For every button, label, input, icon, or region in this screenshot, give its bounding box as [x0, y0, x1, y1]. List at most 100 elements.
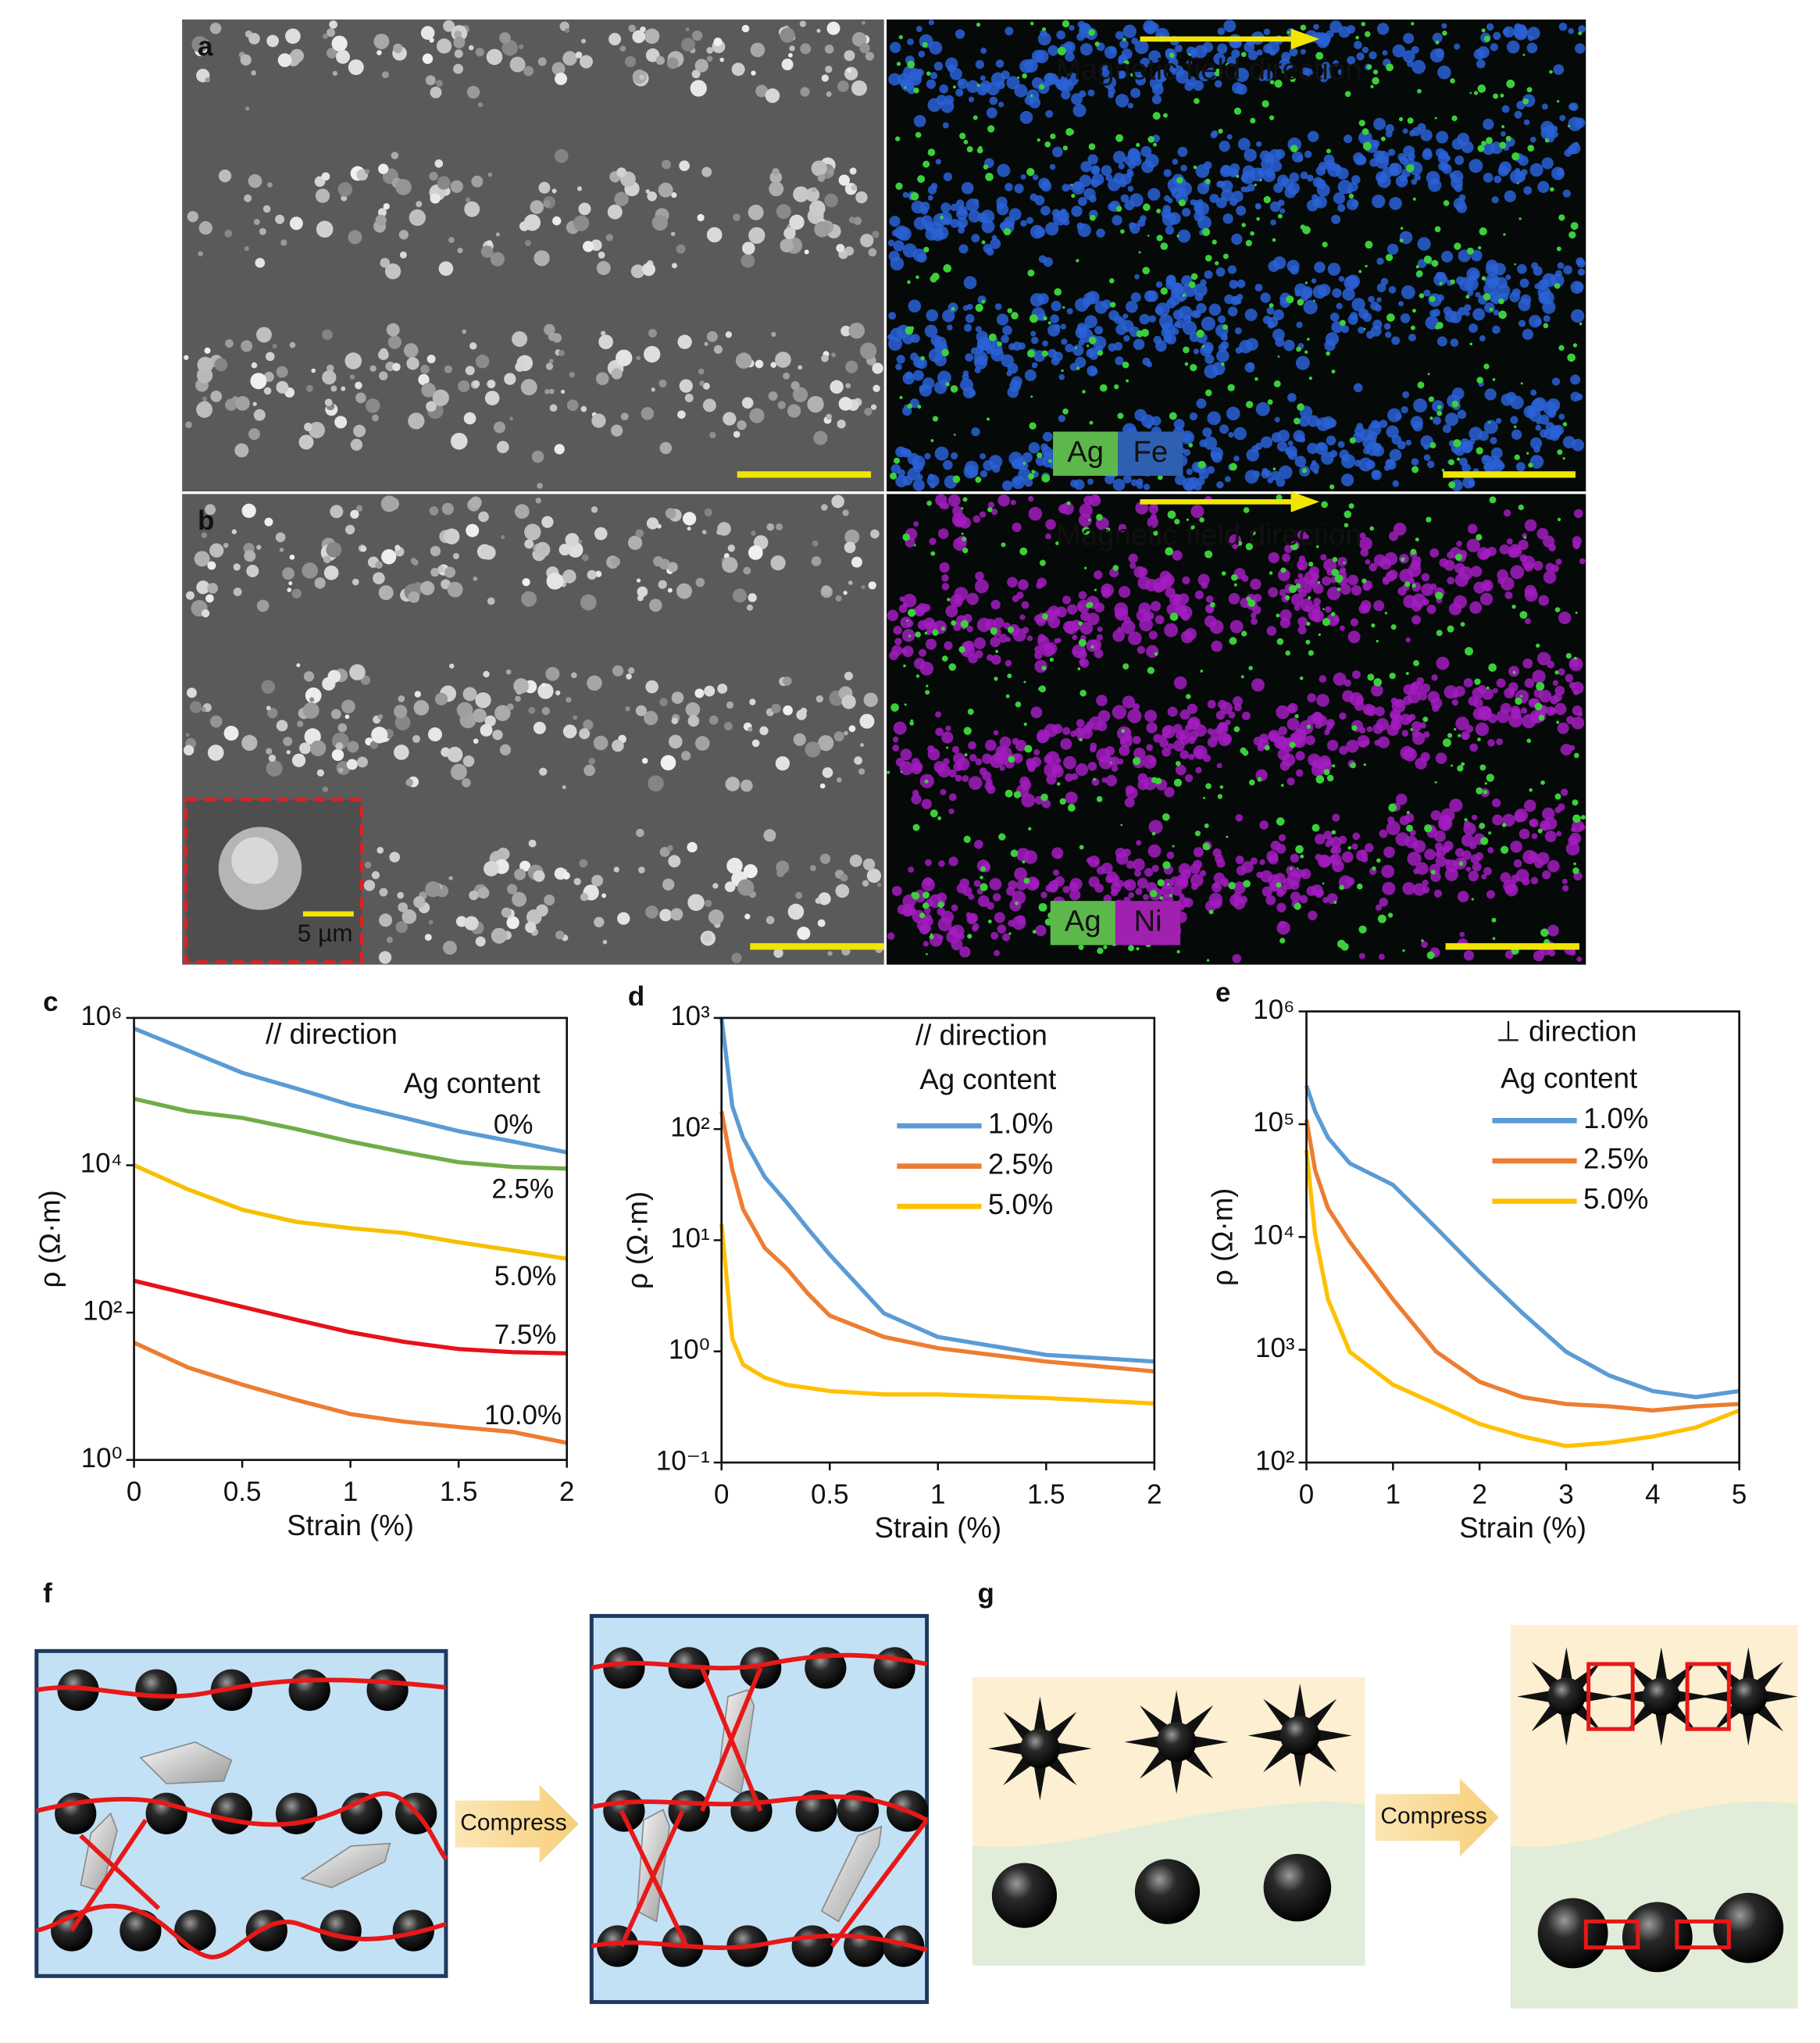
particle: [581, 38, 586, 44]
silver-signal: [1290, 76, 1296, 83]
silver-signal: [1233, 107, 1242, 115]
silver-signal: [1038, 902, 1047, 912]
particle: [365, 169, 370, 174]
silver-signal: [1194, 830, 1201, 837]
silver-signal: [1162, 861, 1171, 870]
element-signal: [1268, 853, 1279, 865]
element-signal: [1407, 852, 1422, 866]
element-signal: [1061, 90, 1071, 100]
x-tick-label: 0: [714, 1480, 729, 1510]
particle: [775, 755, 790, 771]
element-signal: [1440, 275, 1448, 284]
element-signal: [927, 195, 933, 201]
element-signal: [1137, 877, 1148, 889]
element-signal: [1294, 455, 1307, 468]
particle: [701, 530, 707, 534]
particle: [378, 163, 389, 174]
element-signal: [892, 736, 899, 743]
element-signal: [1490, 459, 1504, 473]
element-signal: [1504, 591, 1513, 599]
element-signal: [899, 761, 914, 776]
particle: [771, 331, 776, 338]
panel-label: a: [198, 31, 213, 62]
element-signal: [919, 202, 930, 212]
element-signal: [1062, 885, 1071, 894]
element-signal: [1050, 314, 1059, 324]
element-signal: [1218, 721, 1228, 732]
element-signal: [1369, 51, 1377, 60]
silver-signal: [1269, 80, 1275, 84]
silver-signal: [911, 891, 917, 898]
particle: [185, 421, 192, 428]
silver-signal: [1007, 626, 1015, 634]
series-label: 2.5%: [491, 1173, 554, 1204]
particle: [535, 497, 542, 504]
particle: [644, 345, 661, 363]
element-signal: [1470, 566, 1483, 577]
particle: [355, 505, 363, 512]
particle: [861, 20, 866, 25]
element-signal: [1418, 691, 1428, 701]
element-signal: [1040, 643, 1055, 657]
particle: [346, 759, 358, 770]
silver-signal: [1026, 167, 1035, 177]
silver-signal: [1442, 738, 1451, 748]
silver-signal: [1570, 222, 1579, 230]
element-signal: [1568, 27, 1574, 34]
particle: [427, 727, 442, 741]
silver-signal: [926, 684, 929, 688]
element-signal: [1012, 595, 1019, 602]
particle: [337, 182, 353, 197]
element-signal: [1021, 601, 1030, 609]
element-signal: [1320, 452, 1334, 465]
element-signal: [1077, 604, 1083, 610]
particle: [617, 912, 630, 925]
particle: [330, 385, 337, 392]
particle: [723, 722, 733, 731]
element-signal: [974, 839, 983, 849]
element-signal: [1207, 466, 1215, 474]
element-signal: [1014, 184, 1024, 194]
element-signal: [1513, 859, 1522, 868]
element-signal: [1475, 852, 1483, 861]
particle: [637, 586, 648, 598]
particle: [465, 713, 475, 723]
silver-signal: [1115, 205, 1122, 213]
element-signal: [1449, 172, 1456, 179]
particle: [469, 496, 482, 509]
element-signal: [1344, 134, 1353, 144]
silver-signal: [1286, 30, 1290, 34]
particle: [244, 550, 256, 563]
element-signal: [1294, 869, 1304, 878]
element-signal: [1469, 601, 1483, 614]
silver-signal: [1400, 557, 1405, 562]
particle: [577, 186, 583, 191]
particle: [420, 26, 435, 40]
particle: [558, 349, 565, 356]
element-signal: [1326, 723, 1333, 730]
particle: [724, 881, 736, 892]
element-signal: [1401, 285, 1415, 300]
element-signal: [1130, 479, 1138, 487]
element-signal: [1055, 76, 1068, 88]
element-signal: [1153, 734, 1162, 743]
sphere: [603, 1647, 645, 1689]
silver-signal: [1136, 947, 1140, 951]
element-signal: [1028, 495, 1034, 502]
element-signal: [926, 79, 937, 89]
particle: [649, 598, 662, 613]
element-signal: [1465, 724, 1474, 733]
particle: [454, 30, 462, 38]
particle: [544, 389, 550, 395]
element-signal: [1255, 402, 1270, 416]
particle: [708, 909, 724, 925]
silver-signal: [1410, 548, 1417, 555]
particle: [789, 214, 805, 230]
particle: [702, 398, 716, 413]
element-signal: [1072, 634, 1078, 641]
element-signal: [955, 774, 962, 782]
particle: [322, 786, 329, 793]
particle: [399, 251, 407, 259]
element-signal: [1022, 452, 1033, 463]
particle: [344, 352, 362, 370]
